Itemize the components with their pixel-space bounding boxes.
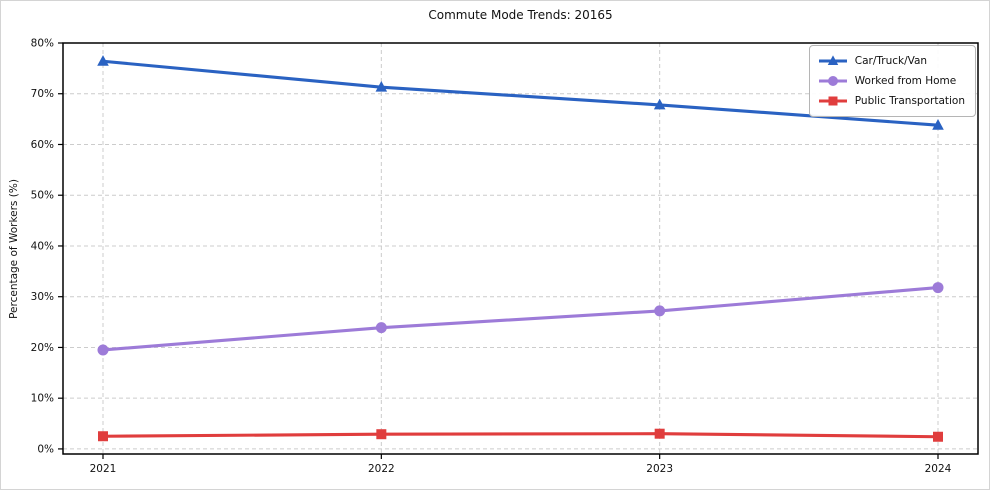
y-tick-label: 0%: [37, 443, 54, 455]
series-public-transportation: [98, 428, 943, 442]
legend-label: Worked from Home: [854, 75, 957, 87]
plot-frame: [62, 42, 979, 455]
legend-entry-public-transportation: Public Transportation: [818, 91, 965, 111]
legend-label: Public Transportation: [854, 95, 965, 107]
y-tick-label: 10%: [31, 393, 54, 405]
chart-title: Commute Mode Trends: 20165: [428, 8, 613, 22]
y-tick-label: 30%: [31, 291, 54, 303]
legend: Car/Truck/Van Worked from Home Public Tran…: [808, 45, 976, 117]
y-tick-label: 20%: [31, 342, 54, 354]
axis-ticks: [58, 42, 939, 459]
y-tick-label: 60%: [31, 139, 54, 151]
triangle-marker-icon: [818, 55, 847, 66]
series-car-truck-van: [97, 55, 944, 130]
legend-label: Car/Truck/Van: [854, 55, 928, 67]
circle-marker-icon: [818, 76, 847, 86]
y-tick-label: 50%: [31, 190, 54, 202]
x-tick-label: 2021: [90, 463, 117, 475]
series-worked-from-home: [97, 282, 944, 356]
legend-entry-worked-from-home: Worked from Home: [818, 71, 965, 91]
x-tick-label: 2022: [368, 463, 395, 475]
x-tick-label: 2023: [646, 463, 673, 475]
y-tick-label: 40%: [31, 240, 54, 252]
square-marker-icon: [818, 96, 847, 106]
legend-entry-car-truck-van: Car/Truck/Van: [818, 51, 965, 71]
x-tick-label: 2024: [925, 463, 952, 475]
y-tick-label: 80%: [31, 38, 54, 50]
tick-labels: 0% 10% 20% 30% 40% 50% 60% 70% 80% 2021 2022 2023 20…: [31, 38, 952, 476]
y-tick-label: 70%: [31, 88, 54, 100]
